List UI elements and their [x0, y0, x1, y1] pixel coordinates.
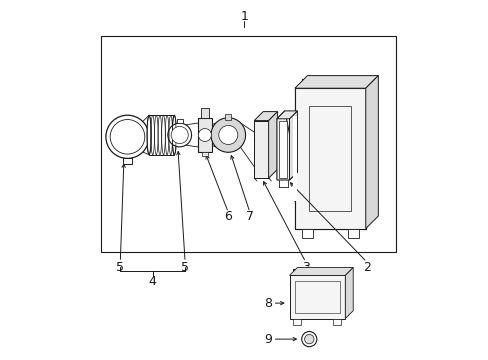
Bar	[294, 281, 339, 313]
Circle shape	[304, 334, 313, 344]
Bar	[177, 119, 182, 123]
Polygon shape	[276, 111, 297, 119]
Polygon shape	[294, 88, 365, 229]
Bar	[294, 88, 365, 229]
Polygon shape	[289, 111, 297, 180]
Bar	[101, 36, 395, 252]
Text: 3: 3	[301, 261, 309, 274]
Polygon shape	[345, 267, 352, 319]
Polygon shape	[276, 111, 297, 180]
Text: 7: 7	[245, 210, 253, 223]
Bar	[202, 152, 207, 157]
Circle shape	[106, 115, 149, 158]
Bar	[292, 116, 296, 201]
Polygon shape	[279, 121, 287, 178]
Circle shape	[167, 123, 191, 147]
Bar	[201, 108, 208, 118]
Ellipse shape	[172, 115, 176, 155]
Text: 8: 8	[264, 297, 271, 310]
Text: 5: 5	[181, 261, 189, 274]
Ellipse shape	[146, 115, 151, 155]
Polygon shape	[289, 275, 345, 319]
Polygon shape	[289, 267, 352, 275]
Polygon shape	[294, 76, 378, 88]
Bar	[347, 229, 358, 238]
Polygon shape	[254, 112, 277, 121]
Text: 4: 4	[148, 275, 156, 288]
Text: 6: 6	[224, 210, 232, 223]
Circle shape	[218, 126, 237, 144]
Circle shape	[301, 332, 316, 347]
Circle shape	[198, 129, 211, 141]
Text: 2: 2	[362, 261, 370, 274]
Text: 9: 9	[264, 333, 271, 346]
Bar	[123, 158, 132, 164]
Polygon shape	[254, 121, 268, 178]
Bar	[309, 106, 351, 211]
Circle shape	[171, 126, 188, 144]
Bar	[292, 319, 301, 325]
Circle shape	[211, 118, 245, 152]
Circle shape	[110, 120, 144, 154]
Text: 1: 1	[240, 10, 248, 23]
Bar	[302, 229, 312, 238]
Text: 5: 5	[116, 261, 124, 274]
Bar	[198, 118, 211, 152]
Bar	[225, 114, 231, 120]
Bar	[332, 319, 340, 325]
Polygon shape	[365, 76, 378, 229]
Polygon shape	[268, 112, 277, 178]
